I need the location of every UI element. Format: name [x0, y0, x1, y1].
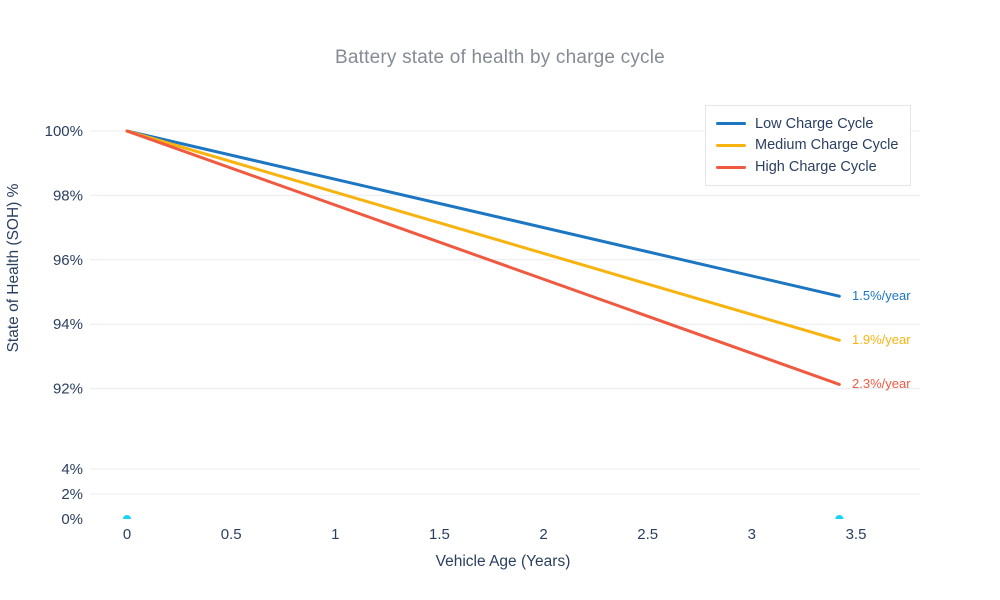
- legend-swatch-high: [716, 165, 746, 169]
- legend: Low Charge Cycle Medium Charge Cycle Hig…: [705, 105, 912, 186]
- y-tick-label: 4%: [61, 461, 83, 478]
- y-tick-label: 94%: [53, 316, 83, 333]
- x-tick-label: 1: [331, 526, 339, 543]
- x-axis-title: Vehicle Age (Years): [435, 553, 571, 570]
- x-tick-label: 3: [748, 526, 756, 543]
- legend-label-medium: Medium Charge Cycle: [755, 137, 899, 154]
- x-tick-label: 0.5: [221, 526, 242, 543]
- y-tick-label: 100%: [45, 123, 83, 140]
- legend-item-medium-charge-cycle[interactable]: Medium Charge Cycle: [716, 137, 898, 153]
- baseline-marker: [123, 515, 131, 519]
- annotation-high-rate: 2.3%/year: [852, 376, 911, 392]
- y-tick-label: 92%: [53, 381, 83, 398]
- y-tick-label: 2%: [61, 486, 83, 503]
- y-tick-label: 0%: [61, 511, 83, 528]
- y-tick-label: 98%: [53, 187, 83, 204]
- legend-label-low: Low Charge Cycle: [755, 115, 874, 132]
- x-tick-label: 0: [123, 526, 131, 543]
- legend-item-high-charge-cycle[interactable]: High Charge Cycle: [716, 159, 898, 175]
- series-line-medium-charge-cycle: [125, 129, 841, 342]
- chart-title: Battery state of health by charge cycle: [335, 47, 665, 68]
- x-tick-label: 1.5: [429, 526, 450, 543]
- series-line-high-charge-cycle: [125, 129, 841, 386]
- x-tick-label: 2: [539, 526, 547, 543]
- legend-item-low-charge-cycle[interactable]: Low Charge Cycle: [716, 116, 898, 132]
- y-tick-label: 96%: [53, 252, 83, 269]
- series-line-low-charge-cycle: [125, 129, 841, 298]
- baseline-marker: [835, 515, 844, 519]
- annotation-low-rate: 1.5%/year: [852, 288, 911, 304]
- x-tick-label: 2.5: [637, 526, 658, 543]
- legend-label-high: High Charge Cycle: [755, 159, 877, 176]
- legend-swatch-low: [716, 122, 746, 126]
- x-tick-label: 3.5: [846, 526, 867, 543]
- annotation-medium-rate: 1.9%/year: [852, 332, 911, 348]
- legend-swatch-medium: [716, 143, 746, 147]
